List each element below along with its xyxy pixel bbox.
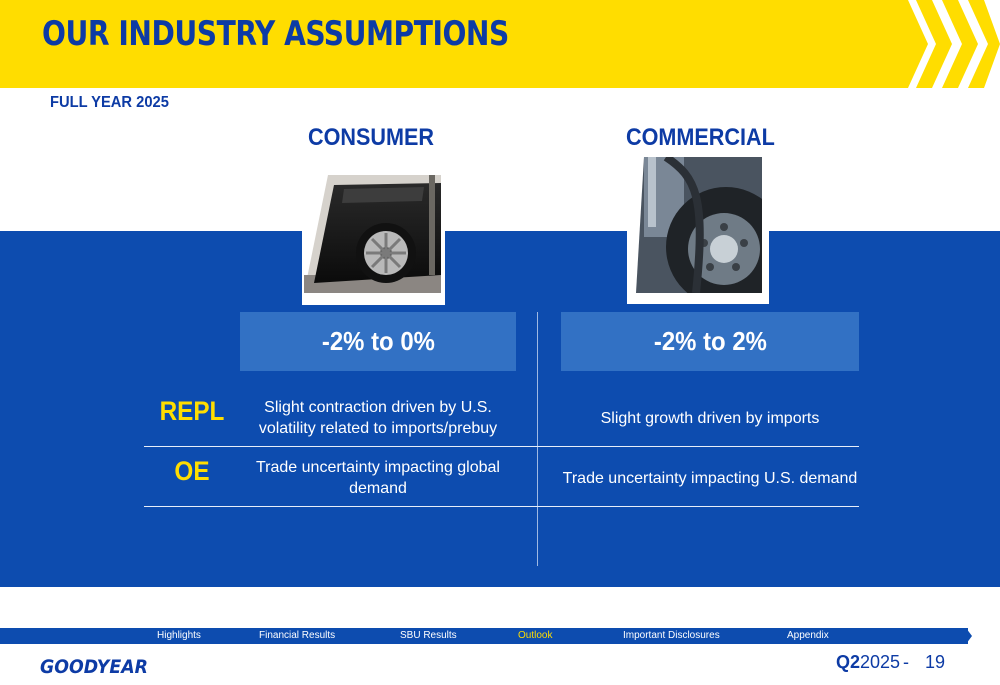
repl-commercial-cell: Slight growth driven by imports [561,396,859,440]
footer-separator: - [903,652,909,672]
oe-consumer-text: Trade uncertainty impacting global deman… [256,459,500,497]
nav-item-highlights[interactable]: Highlights [157,630,201,641]
repl-consumer-text: Slight contraction driven by U.S. volati… [258,399,498,437]
svg-text:GOODYEAR: GOODYEAR [40,656,148,677]
commercial-heading: COMMERCIAL [626,124,775,151]
page-number: 19 [925,652,946,672]
header-band [0,0,900,88]
commercial-truck-tire-image [636,157,762,293]
goodyear-logo: GOODYEAR [40,656,148,677]
nav-item-outlook[interactable]: Outlook [518,630,553,641]
nav-item-important-disclosures[interactable]: Important Disclosures [623,630,720,641]
page-title: OUR INDUSTRY ASSUMPTIONS [42,14,509,54]
oe-consumer-cell: Trade uncertainty impacting global deman… [236,456,520,500]
repl-commercial-text: Slight growth driven by imports [600,409,820,427]
nav-arrow-icon [960,628,972,644]
commercial-range-value: -2% to 2% [653,326,767,356]
row-divider-2 [144,506,859,507]
repl-consumer-cell: Slight contraction driven by U.S. volati… [236,396,520,440]
consumer-heading: CONSUMER [307,124,434,151]
commercial-range-box: -2% to 2% [561,312,859,371]
footer-quarter: Q2 [836,652,861,672]
content-panel [0,231,1000,587]
consumer-range-value: -2% to 0% [321,326,435,356]
row-label-oe: OE [174,456,210,486]
page-subtitle: FULL YEAR 2025 [50,94,169,111]
row-label-repl: REPL [159,396,225,426]
column-divider [537,312,538,566]
section-nav-bar [0,628,968,644]
nav-item-sbu-results[interactable]: SBU Results [400,630,457,641]
oe-commercial-cell: Trade uncertainty impacting U.S. demand [561,456,859,500]
row-divider-1 [144,446,859,447]
consumer-car-tire-image [304,175,441,293]
oe-commercial-text: Trade uncertainty impacting U.S. demand [562,469,858,487]
chevron-decoration-icon [880,0,1000,88]
nav-item-financial-results[interactable]: Financial Results [259,630,336,641]
consumer-range-box: -2% to 0% [240,312,516,371]
nav-item-appendix[interactable]: Appendix [787,630,829,641]
footer-year: 2025 [860,652,901,672]
